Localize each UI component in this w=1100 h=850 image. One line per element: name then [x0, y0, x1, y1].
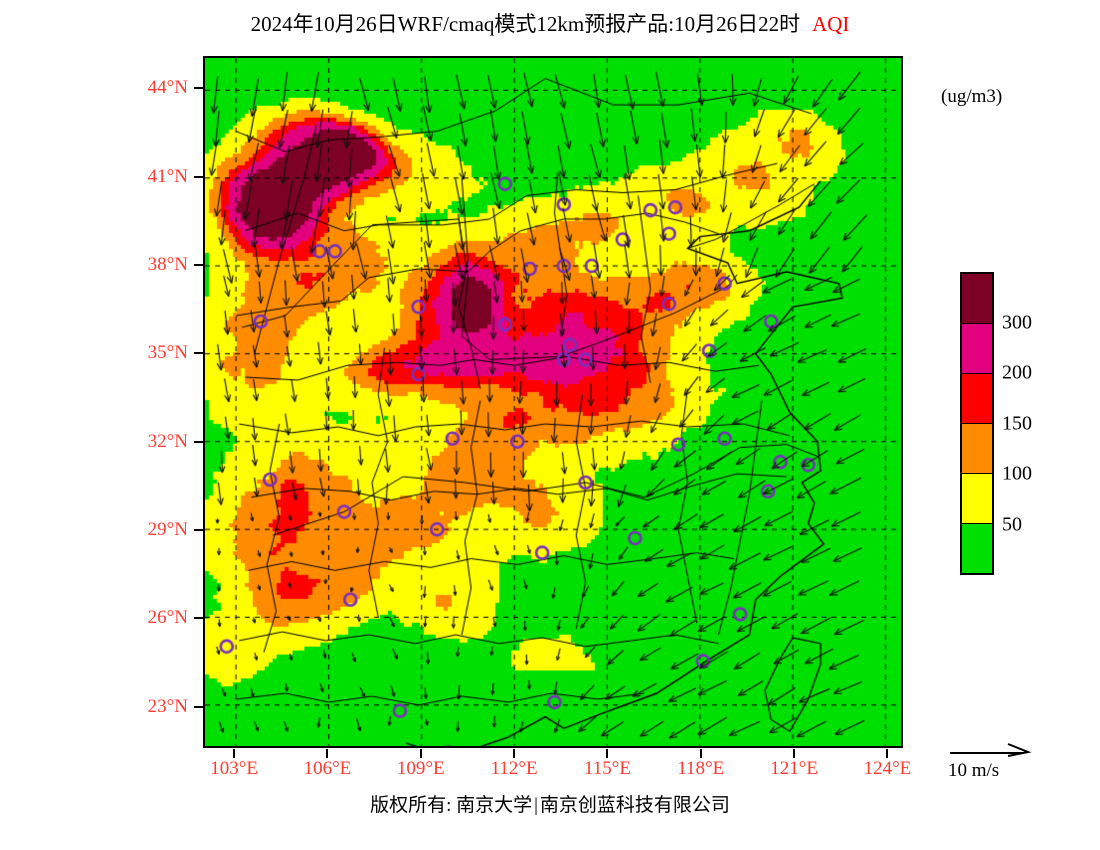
y-axis-label: 41°N [147, 165, 188, 187]
wind-scale-label: 10 m/s [948, 760, 1000, 781]
x-axis-label: 103°E [210, 758, 258, 779]
footer-separator: | [534, 795, 538, 816]
y-tick-mark [194, 440, 203, 443]
x-axis-label: 106°E [303, 758, 352, 779]
x-tick-mark [419, 749, 422, 758]
colorbar-unit-label: (ug/m3) [941, 86, 1003, 107]
footer-company-text: 南京创蓝科技有限公司 [539, 795, 730, 816]
colorbar-tick-label: 300 [1002, 311, 1032, 333]
colorbar-tick-label: 150 [1002, 412, 1032, 434]
x-tick-mark [326, 749, 329, 758]
y-axis-label: 35°N [147, 342, 188, 364]
colorbar-tick-label: 200 [1002, 361, 1032, 384]
colorbar-tick-label: 100 [1002, 462, 1032, 485]
wind-scale-arrow-icon [948, 742, 1088, 760]
colorbar-band [962, 473, 992, 523]
x-axis-label: 112°E [490, 758, 538, 779]
colorbar-band [962, 523, 992, 573]
y-tick-mark [194, 264, 203, 267]
colorbar-band [962, 323, 992, 373]
x-tick-mark [233, 749, 236, 758]
y-tick-mark [194, 529, 203, 532]
colorbar [960, 272, 994, 575]
title-main-text: 2024年10月26日WRF/cmaq模式12km预报产品:10月26日22时 [250, 12, 801, 36]
y-axis-label: 26°N [147, 607, 188, 629]
y-tick-mark [194, 87, 203, 90]
y-axis-label: 29°N [147, 519, 188, 541]
x-tick-mark [886, 749, 889, 758]
x-tick-mark [699, 749, 702, 758]
x-axis-label: 109°E [396, 758, 445, 779]
x-axis-label: 124°E [863, 758, 912, 779]
colorbar-band [962, 274, 992, 323]
colorbar-band [962, 423, 992, 473]
y-tick-mark [194, 617, 203, 620]
y-axis-label: 32°N [147, 430, 188, 452]
y-axis-label: 23°N [147, 695, 188, 717]
y-axis-label: 44°N [147, 77, 188, 99]
y-tick-mark [194, 705, 203, 708]
x-axis-label: 115°E [583, 758, 631, 779]
x-tick-mark [513, 749, 516, 758]
x-axis-label: 121°E [770, 758, 818, 779]
colorbar-band [962, 373, 992, 423]
y-tick-mark [194, 175, 203, 178]
map-plot-area[interactable] [203, 56, 903, 748]
footer-copyright: 版权所有: 南京大学 | 南京创蓝科技有限公司 [0, 790, 1100, 817]
title-variable-text: AQI [812, 12, 850, 36]
x-tick-mark [793, 749, 796, 758]
x-axis-label: 118°E [677, 758, 725, 779]
footer-copyright-text: 版权所有: 南京大学 [370, 795, 533, 816]
aqi-heatmap-canvas [205, 58, 901, 746]
colorbar-tick-label: 50 [1002, 513, 1022, 535]
y-tick-mark [194, 352, 203, 355]
page-title: 2024年10月26日WRF/cmaq模式12km预报产品:10月26日22时 A… [0, 8, 1100, 38]
x-tick-mark [606, 749, 609, 758]
y-axis-label: 38°N [147, 254, 188, 276]
